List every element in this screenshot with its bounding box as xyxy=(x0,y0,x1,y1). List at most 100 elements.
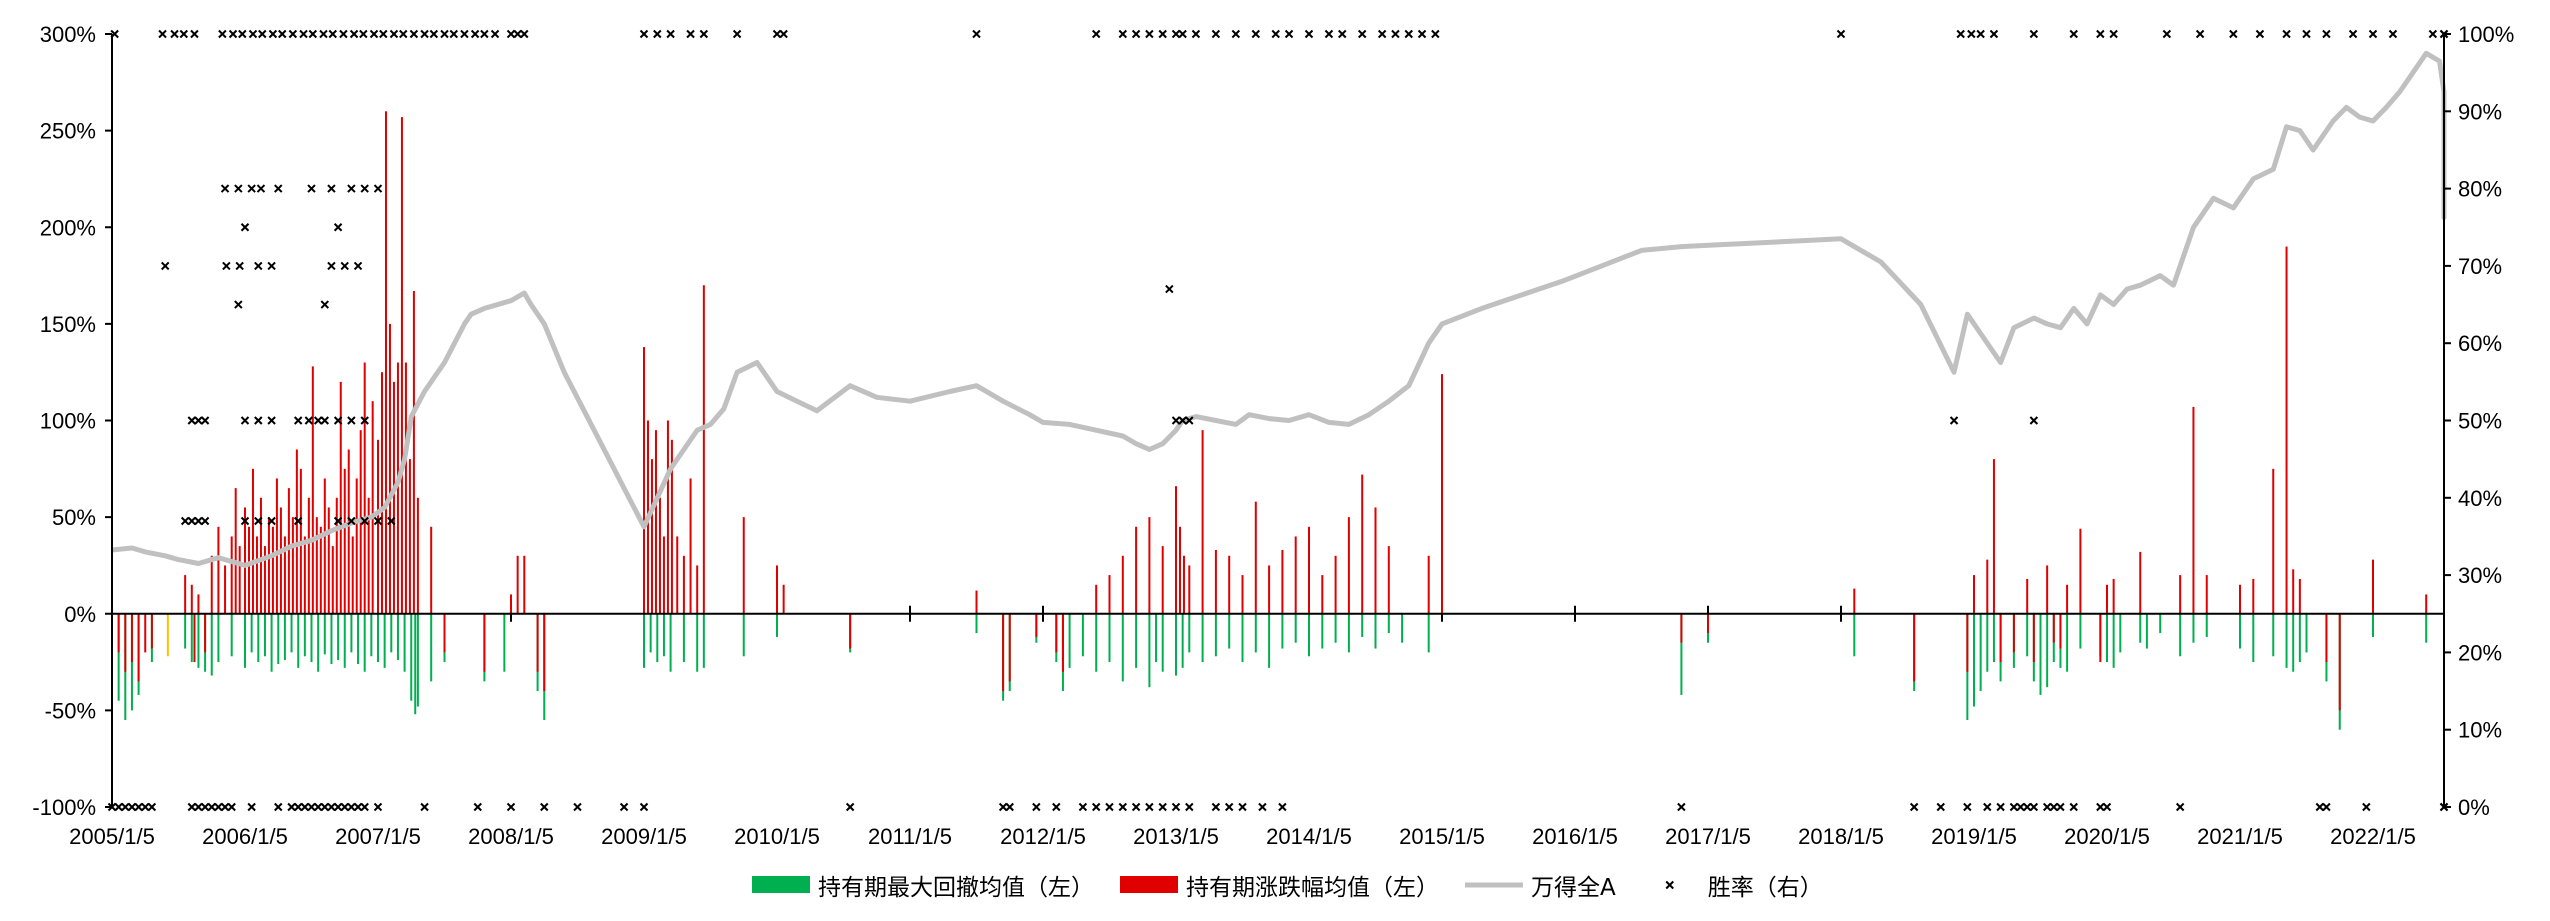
winrate-point xyxy=(274,802,283,812)
bar xyxy=(523,555,526,614)
bar xyxy=(1427,555,1430,614)
bar xyxy=(656,613,659,663)
winrate-point xyxy=(409,29,419,39)
bar xyxy=(347,449,350,614)
winrate-point xyxy=(327,184,336,193)
bar xyxy=(2026,578,2029,614)
legend-swatch xyxy=(1120,876,1178,893)
winrate-point xyxy=(360,184,369,193)
bar xyxy=(643,347,645,614)
bar xyxy=(396,613,399,661)
bar xyxy=(1108,575,1111,614)
winrate-point xyxy=(313,802,323,812)
bar xyxy=(270,613,273,672)
winrate-point xyxy=(2162,29,2172,39)
bar xyxy=(259,497,262,614)
bar xyxy=(1081,613,1084,657)
bar xyxy=(2059,613,2062,649)
y-left-tick-label: 100% xyxy=(40,409,96,434)
bar xyxy=(130,613,133,663)
bar xyxy=(350,613,353,653)
bar xyxy=(414,613,417,715)
bar xyxy=(1334,613,1337,643)
bar xyxy=(311,366,314,614)
winrate-point xyxy=(2428,29,2438,39)
winrate-point xyxy=(420,802,429,812)
bar xyxy=(1175,613,1177,676)
winrate-point xyxy=(1091,802,1101,812)
winrate-point xyxy=(220,184,230,193)
bar xyxy=(1135,613,1138,668)
winrate-point xyxy=(319,29,328,39)
x-tick-label: 2011/1/5 xyxy=(868,824,952,849)
bar xyxy=(295,449,298,614)
bar xyxy=(250,613,253,653)
winrate-point xyxy=(240,416,250,425)
bar xyxy=(408,459,411,614)
bar xyxy=(1228,613,1231,649)
bar xyxy=(1321,613,1324,649)
bar xyxy=(217,613,220,663)
bar xyxy=(643,613,645,668)
bar xyxy=(1148,517,1151,614)
x-tick-label: 2012/1/5 xyxy=(1000,824,1086,849)
bar xyxy=(1175,486,1177,614)
winrate-point xyxy=(1357,29,1367,39)
winrate-point xyxy=(1178,416,1187,425)
winrate-point xyxy=(473,802,482,812)
winrate-point xyxy=(200,802,210,812)
bar xyxy=(244,613,246,668)
bar xyxy=(339,381,342,614)
bar xyxy=(277,613,280,664)
bar xyxy=(297,613,300,668)
winrate-point xyxy=(278,29,287,39)
winrate-point xyxy=(1983,802,1992,812)
winrate-point xyxy=(234,184,243,193)
bar xyxy=(1334,555,1337,614)
bar xyxy=(1008,613,1011,682)
bar xyxy=(1387,546,1390,614)
winrate-point xyxy=(1171,802,1181,812)
winrate-point xyxy=(258,29,267,39)
bar xyxy=(383,613,386,668)
winrate-point xyxy=(449,29,459,39)
winrate-point xyxy=(1836,29,1846,39)
bar xyxy=(1986,559,1989,614)
winrate-point xyxy=(267,516,276,526)
bar xyxy=(238,546,241,614)
bar xyxy=(2285,246,2288,614)
winrate-point xyxy=(194,802,203,812)
winrate-point xyxy=(1278,802,1287,812)
bar xyxy=(1853,588,1856,614)
winrate-point xyxy=(732,29,742,39)
winrate-point xyxy=(998,802,1008,812)
winrate-point xyxy=(347,516,356,526)
winrate-point xyxy=(373,516,383,526)
bar xyxy=(267,517,270,614)
bar xyxy=(1068,613,1071,668)
winrate-point xyxy=(327,261,336,271)
winrate-point xyxy=(1963,802,1972,812)
bar xyxy=(443,613,446,653)
axes xyxy=(105,33,2451,808)
bar xyxy=(290,613,293,653)
winrate-point xyxy=(340,261,349,271)
winrate-point xyxy=(2022,802,2032,812)
bar xyxy=(335,497,338,614)
bar xyxy=(2106,584,2108,614)
winrate-point xyxy=(1976,29,1985,39)
bar xyxy=(283,536,286,614)
winrate-point xyxy=(268,29,278,39)
winrate-point xyxy=(347,416,356,425)
bar xyxy=(1178,526,1181,614)
bar xyxy=(2372,559,2374,614)
bar xyxy=(396,362,399,614)
winrate-point xyxy=(214,802,223,812)
winrate-point xyxy=(1191,29,1201,39)
bar xyxy=(410,613,413,701)
winrate-point xyxy=(293,416,303,425)
bar xyxy=(380,372,383,614)
bar xyxy=(2285,613,2288,668)
